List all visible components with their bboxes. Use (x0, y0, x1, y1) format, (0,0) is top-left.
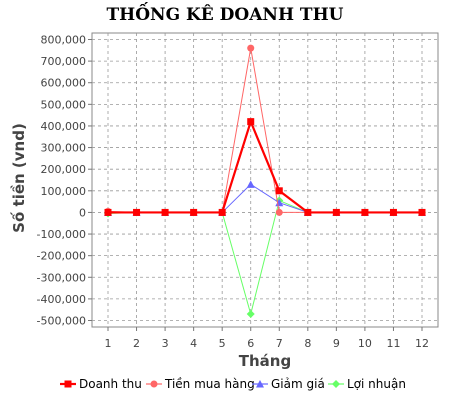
y-tick-label: 500,000 (41, 98, 87, 111)
legend-marker (256, 380, 264, 388)
y-tick-label: 700,000 (41, 55, 87, 68)
x-tick-label: 6 (247, 337, 254, 350)
series-0-point (304, 208, 312, 216)
y-tick-label: 200,000 (41, 163, 87, 176)
legend-label: Tiền mua hàng (164, 377, 255, 391)
series-2-point (275, 198, 284, 207)
series-0 (104, 118, 426, 216)
series-2-point (246, 180, 255, 188)
y-tick-label: 100,000 (41, 185, 87, 198)
x-tick-label: 2 (133, 337, 140, 350)
legend-item: Tiền mua hàng (146, 377, 255, 391)
y-tick-label: 600,000 (41, 77, 87, 90)
legend-item: Doanh thu (60, 377, 142, 391)
legend-label: Doanh thu (79, 377, 142, 391)
series-3-point (246, 310, 255, 319)
series-0-point (247, 118, 255, 126)
series-0-point (104, 208, 112, 216)
x-tick-label: 12 (415, 337, 429, 350)
chart-title: THỐNG KÊ DOANH THU (107, 2, 344, 25)
y-tick-label: 0 (79, 206, 86, 219)
y-tick-label: 800,000 (41, 33, 87, 46)
series-0-point (161, 208, 169, 216)
legend-marker (332, 380, 340, 388)
y-tick-label: -200,000 (37, 250, 86, 263)
legend-marker (64, 380, 72, 388)
series-0-point (332, 208, 340, 216)
x-axis-label: Tháng (239, 352, 291, 370)
x-tick-label: 11 (386, 337, 400, 350)
plot-area (91, 32, 439, 328)
x-tick-label: 5 (219, 337, 226, 350)
series-0-point (190, 208, 198, 216)
legend-item: Lợi nhuận (328, 377, 406, 391)
x-tick-label: 4 (190, 337, 197, 350)
legend-marker (150, 380, 158, 388)
x-tick-label: 10 (358, 337, 372, 350)
x-tick-label: 8 (304, 337, 311, 350)
y-tick-label: 300,000 (41, 142, 87, 155)
series-0-point (218, 208, 226, 216)
y-tick-label: -400,000 (37, 293, 86, 306)
x-tick-label: 9 (333, 337, 340, 350)
y-tick-label: 400,000 (41, 120, 87, 133)
series-1-point (247, 44, 255, 52)
y-tick-label: -500,000 (37, 315, 86, 328)
series-1-point (275, 208, 283, 216)
series-0-point (418, 208, 426, 216)
x-tick-label: 1 (105, 337, 112, 350)
legend-item: Giảm giá (252, 377, 325, 391)
y-axis-label: Số tiền (vnd) (9, 123, 28, 233)
series-0-point (133, 208, 141, 216)
series-0-line (108, 118, 422, 214)
y-tick-label: -300,000 (37, 271, 86, 284)
legend-label: Giảm giá (271, 377, 325, 391)
series-0-point (389, 208, 397, 216)
legend-label: Lợi nhuận (347, 377, 406, 391)
x-tick-label: 7 (276, 337, 283, 350)
x-tick-label: 3 (162, 337, 169, 350)
series-0-point (275, 187, 283, 195)
y-tick-label: -100,000 (37, 228, 86, 241)
series-0-point (361, 208, 369, 216)
